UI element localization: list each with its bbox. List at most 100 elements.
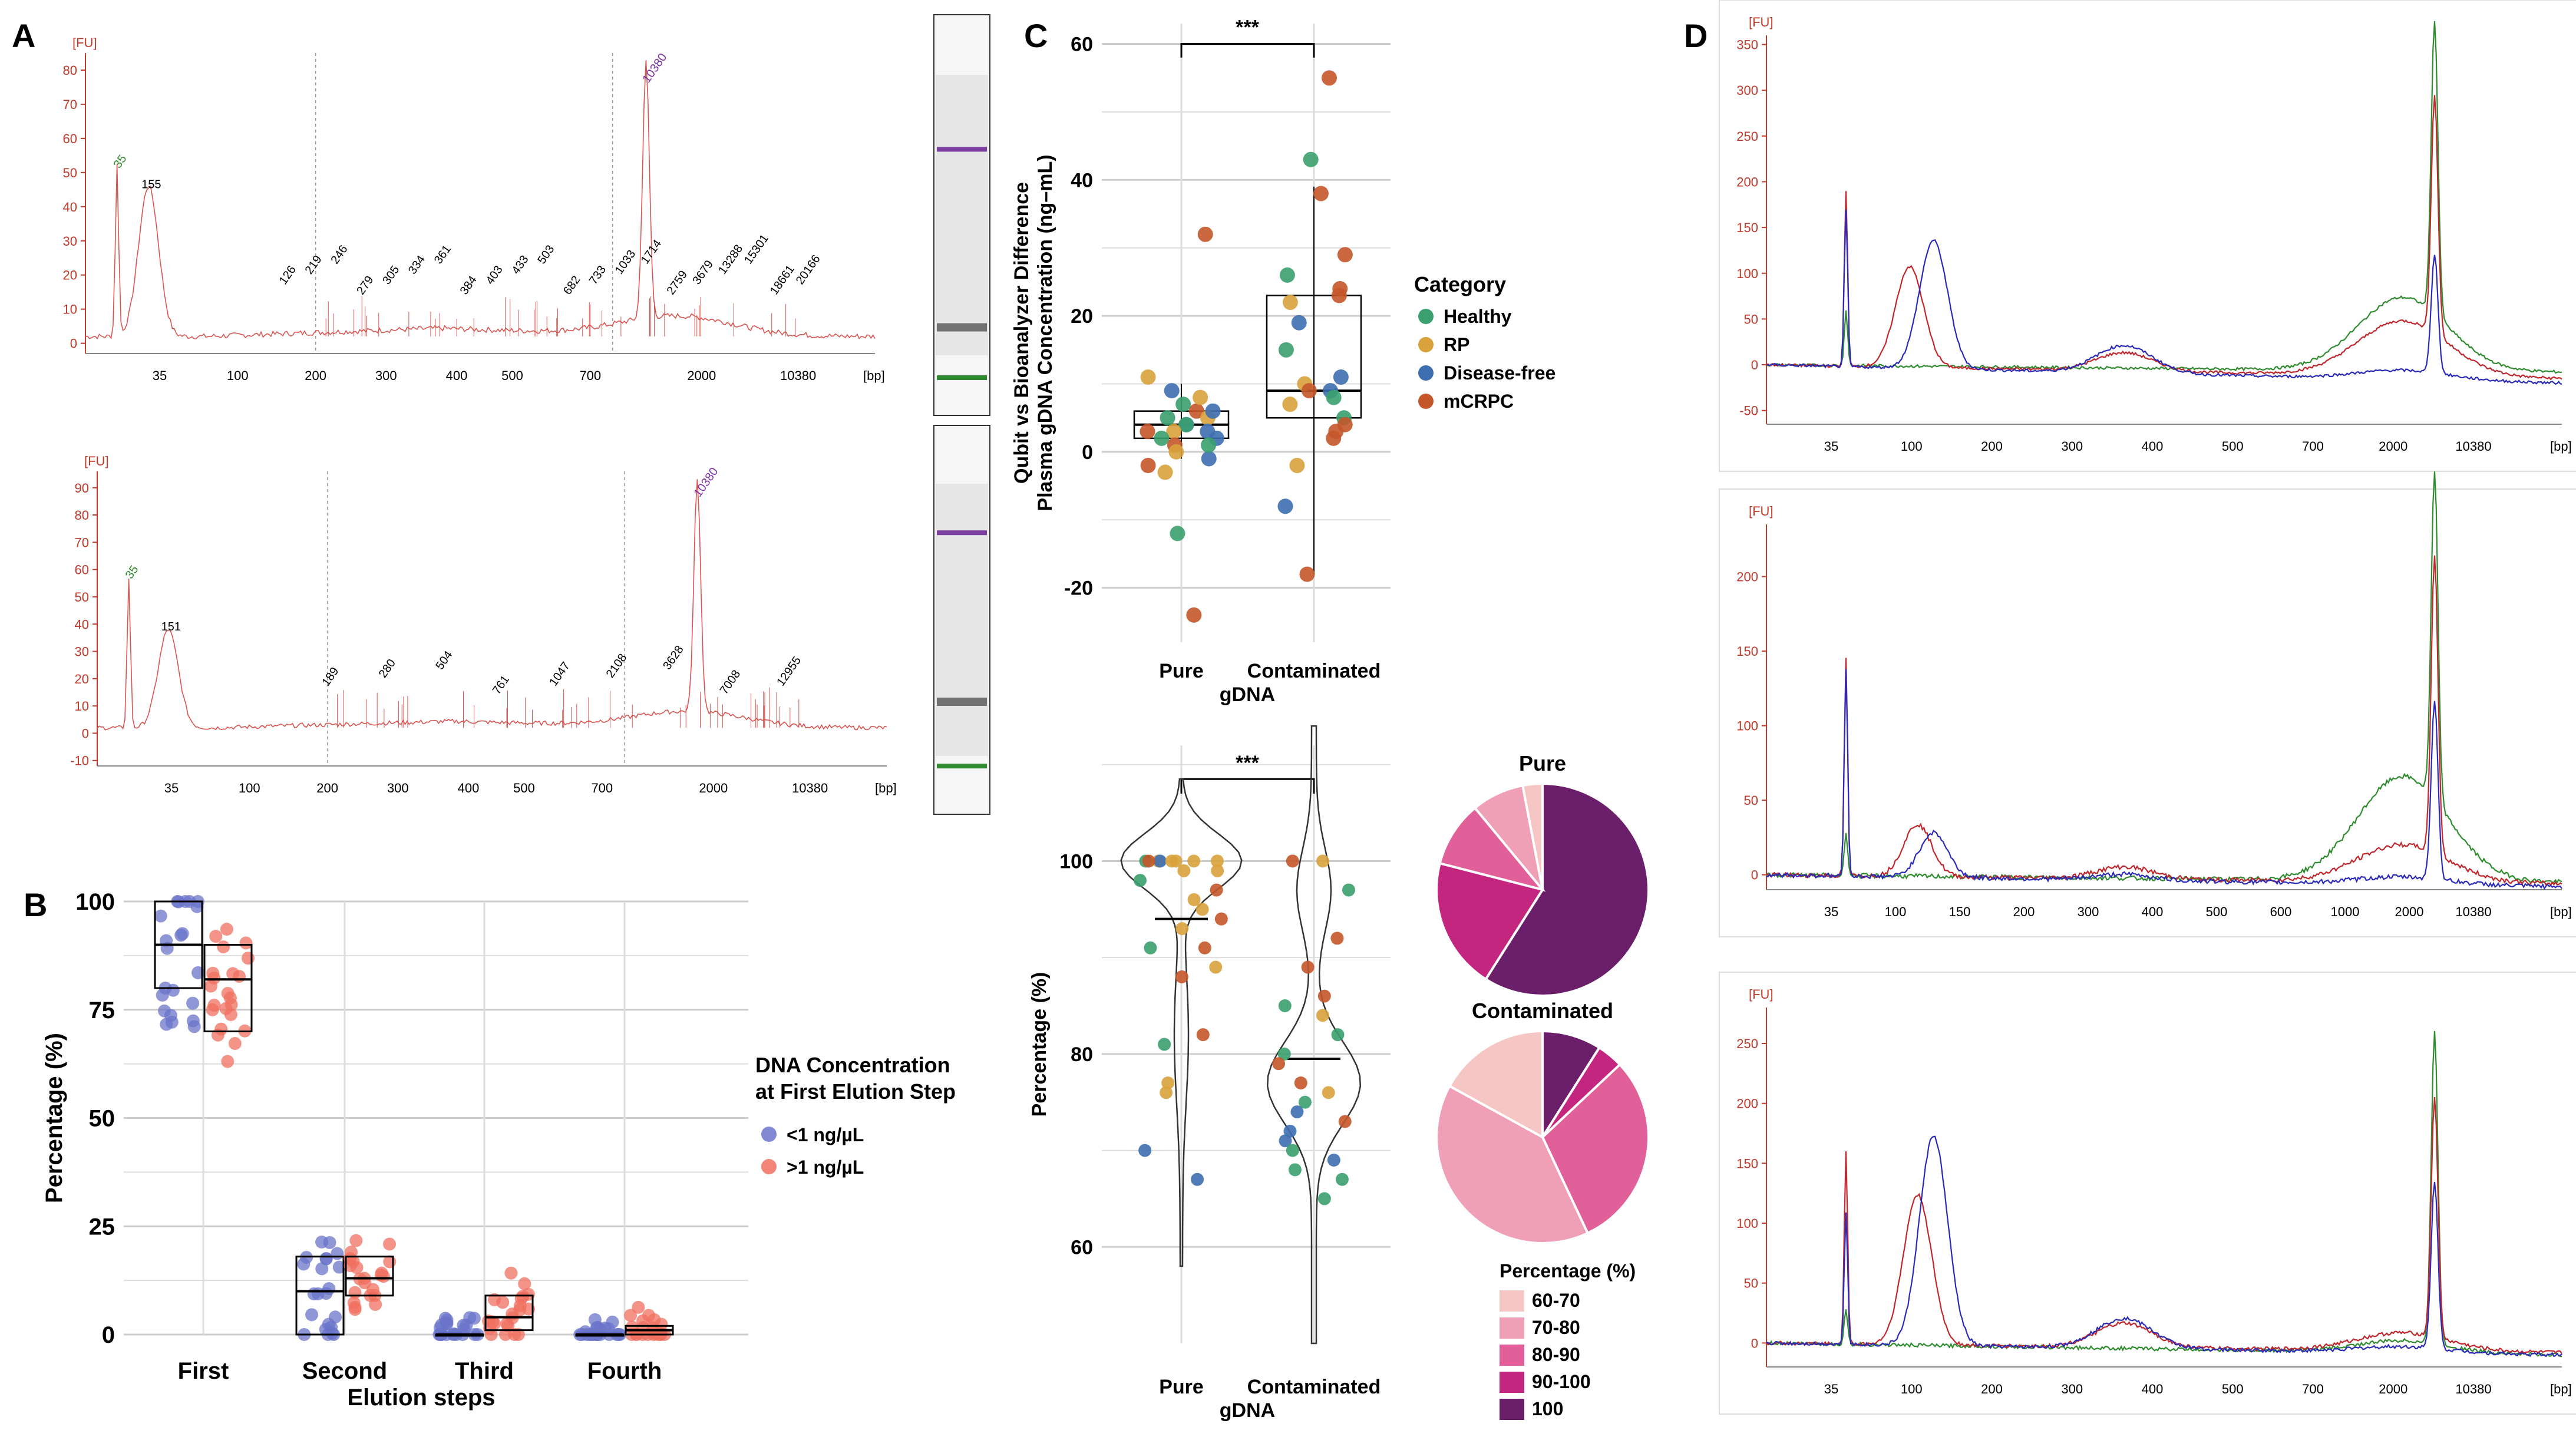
pie-slice xyxy=(1484,782,1650,997)
data-point xyxy=(348,1303,362,1316)
marker-low-label: 35 xyxy=(123,563,141,582)
data-point xyxy=(329,1310,342,1324)
data-point xyxy=(221,1055,235,1068)
data-point xyxy=(1317,1192,1331,1205)
x-tick-label: 200 xyxy=(316,781,338,795)
data-point xyxy=(1197,226,1213,242)
y-tick-label: 0 xyxy=(70,336,77,351)
x-tick-label: 500 xyxy=(501,368,523,383)
data-point xyxy=(186,996,200,1010)
data-point xyxy=(160,1018,173,1031)
data-point xyxy=(504,1266,518,1280)
gel-band-lower xyxy=(937,375,987,380)
legend-label: 80-90 xyxy=(1532,1344,1580,1365)
data-point xyxy=(1294,1076,1307,1089)
data-point xyxy=(1335,1173,1349,1186)
y-tick-label: 50 xyxy=(75,590,89,605)
y-tick-label: 100 xyxy=(1736,719,1758,734)
data-point xyxy=(1317,989,1331,1003)
x-tick-label: 400 xyxy=(2142,904,2164,919)
electropherogram-d-mid: [FU] [bp] 0 50 100 150 200 35 100 150 200 300 400 500… xyxy=(1719,471,2576,937)
data-point xyxy=(1198,941,1211,955)
x-tick-label: 2000 xyxy=(2379,1382,2407,1396)
y-tick-label: 40 xyxy=(63,200,77,214)
peak-label: 403 xyxy=(484,263,506,287)
data-point xyxy=(1175,970,1188,983)
trace-blue xyxy=(1766,210,2562,385)
data-point xyxy=(1160,410,1175,426)
data-point xyxy=(217,940,230,954)
data-point xyxy=(332,1260,346,1274)
x-tick-label: 150 xyxy=(1949,904,1971,919)
data-point xyxy=(1279,1134,1292,1148)
data-point xyxy=(1301,383,1317,399)
data-point xyxy=(1333,369,1349,385)
x-tick-label: 100 xyxy=(239,781,260,795)
data-point xyxy=(315,1262,329,1276)
data-point xyxy=(1322,1086,1335,1099)
data-point xyxy=(1282,397,1298,412)
data-point xyxy=(1288,1163,1302,1177)
data-point xyxy=(435,1318,448,1332)
data-point xyxy=(1154,430,1170,446)
y-tick-label: -20 xyxy=(1064,577,1093,600)
x-tick-label: 700 xyxy=(591,781,613,795)
data-point xyxy=(1153,854,1167,868)
y-tick-label: 70 xyxy=(75,535,89,550)
y-tick-label: 70 xyxy=(63,97,77,112)
pie-slice xyxy=(1541,1029,1601,1141)
data-point xyxy=(1331,1028,1345,1042)
peak-label: 12955 xyxy=(774,654,804,688)
legend-swatch xyxy=(1418,337,1434,352)
violin xyxy=(1120,778,1243,1267)
y-tick-label: 20 xyxy=(63,268,77,283)
legend-swatch xyxy=(1500,1399,1524,1420)
data-point xyxy=(1214,912,1228,926)
data-point xyxy=(1316,1009,1329,1022)
peak-label: 15301 xyxy=(742,232,771,266)
data-point xyxy=(242,952,255,965)
x-axis-label: Elution steps xyxy=(347,1385,495,1411)
y-tick-label: 75 xyxy=(89,998,115,1023)
x-tick-label: 2000 xyxy=(2379,439,2407,454)
x-tick-label: 10380 xyxy=(2455,904,2491,919)
x-tick-label: 2000 xyxy=(699,781,728,795)
data-point xyxy=(174,929,188,942)
data-point xyxy=(624,1309,638,1322)
y-axis-label: Percentage (%) xyxy=(1028,972,1051,1117)
peak-label: 2759 xyxy=(665,268,691,297)
data-point xyxy=(319,1251,333,1265)
data-point xyxy=(1157,464,1173,480)
y-tick-label: 90 xyxy=(75,481,89,496)
legend-label: Healthy xyxy=(1444,306,1512,327)
y-tick-label: 100 xyxy=(1736,1216,1758,1231)
x-tick-label: 10380 xyxy=(792,781,828,795)
y-tick-label: 0 xyxy=(82,726,89,741)
y-tick-label: 50 xyxy=(63,166,77,180)
electropherogram-d-top: [FU] [bp] -50 0 50 100 150 200 250 300 350 35 100 200… xyxy=(1719,0,2576,472)
data-point xyxy=(1195,903,1209,916)
data-point xyxy=(1200,424,1216,440)
y-tick-label: 200 xyxy=(1736,570,1758,584)
y-tick-label: 60 xyxy=(63,131,77,146)
x-tick-label: 10380 xyxy=(780,368,816,383)
y-tick-label: 10 xyxy=(63,302,77,317)
peak-label: 20166 xyxy=(794,253,823,287)
data-point xyxy=(484,1328,498,1341)
data-point xyxy=(1196,1028,1210,1042)
legend-swatch xyxy=(1500,1372,1524,1393)
legend-label: 100 xyxy=(1532,1398,1563,1419)
y-tick-label: 0 xyxy=(102,1322,115,1348)
data-point xyxy=(1210,854,1224,868)
x-units: [bp] xyxy=(2550,439,2572,454)
x-tick-label: 100 xyxy=(1885,904,1907,919)
data-point xyxy=(1316,854,1330,868)
y-tick-label: 150 xyxy=(1736,644,1758,659)
y-units: [FU] xyxy=(72,35,97,50)
peak-label: 189 xyxy=(319,665,341,689)
legend-label: Disease-free xyxy=(1444,362,1555,384)
legend-label: 60-70 xyxy=(1532,1290,1580,1311)
x-tick-label: 400 xyxy=(2142,439,2164,454)
data-point xyxy=(239,936,253,950)
x-tick-label: First xyxy=(178,1358,229,1384)
